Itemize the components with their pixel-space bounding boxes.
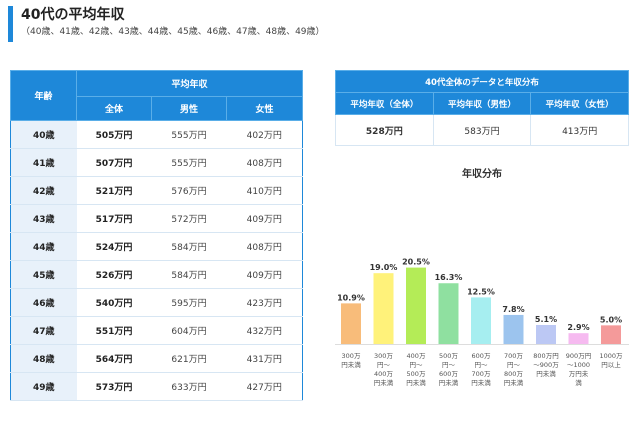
female-cell: 402万円 xyxy=(226,120,303,149)
data-label: 20.5% xyxy=(402,258,430,267)
chart-title: 年収分布 xyxy=(462,169,502,180)
table-row: 49歳 573万円 633万円 427万円 xyxy=(10,372,303,401)
bar xyxy=(601,325,621,344)
category-label: 800万円～900万円未満 xyxy=(533,352,559,378)
category-label: 300万円未満 xyxy=(341,352,361,369)
data-label: 16.3% xyxy=(435,273,463,282)
bar xyxy=(438,283,459,344)
category-label: 700万円～ 800万円未満 xyxy=(504,352,524,387)
category-label: 1000万円以上 xyxy=(599,352,623,369)
data-label: 12.5% xyxy=(467,287,495,296)
age-cell: 46歳 xyxy=(10,288,77,317)
data-label: 19.0% xyxy=(370,263,398,272)
age-cell: 40歳 xyxy=(10,120,77,149)
summary-title: 40代全体のデータと年収分布 xyxy=(335,70,629,93)
all-cell: 564万円 xyxy=(76,344,152,373)
table-row: 42歳 521万円 576万円 410万円 xyxy=(10,176,303,205)
bar xyxy=(536,324,556,344)
data-label: 2.9% xyxy=(567,323,589,332)
all-cell: 521万円 xyxy=(76,176,152,205)
data-label: 10.9% xyxy=(337,293,365,302)
col-all-header: 全体 xyxy=(76,96,152,121)
summary-male-value: 583万円 xyxy=(432,114,532,146)
bar xyxy=(503,314,524,344)
bar xyxy=(341,303,361,344)
age-cell: 42歳 xyxy=(10,176,77,205)
female-cell: 408万円 xyxy=(226,232,303,261)
col-male-header: 男性 xyxy=(151,96,227,121)
data-label: 5.0% xyxy=(600,315,622,324)
table-row: 43歳 517万円 572万円 409万円 xyxy=(10,204,303,233)
male-cell: 584万円 xyxy=(151,260,227,289)
male-cell: 633万円 xyxy=(151,372,227,401)
all-cell: 551万円 xyxy=(76,316,152,345)
table-row: 47歳 551万円 604万円 432万円 xyxy=(10,316,303,345)
male-cell: 555万円 xyxy=(151,120,227,149)
category-label: 900万円～1000 万円未満 xyxy=(566,352,591,387)
avg-salary-header: 平均年収 xyxy=(75,70,304,97)
summary-female-value: 413万円 xyxy=(530,114,629,146)
all-cell: 517万円 xyxy=(76,204,152,233)
all-cell: 505万円 xyxy=(76,120,152,149)
male-cell: 595万円 xyxy=(151,288,227,317)
all-cell: 507万円 xyxy=(76,148,152,177)
income-distribution-chart: 10.9% 300万円未満 19.0% 300万円～ 400万円未満 20.5% 400万円… xyxy=(335,258,629,387)
bar xyxy=(406,267,426,344)
summary-all-value: 528万円 xyxy=(335,114,434,146)
all-cell: 573万円 xyxy=(76,372,152,401)
age-cell: 47歳 xyxy=(10,316,77,345)
female-cell: 409万円 xyxy=(226,204,303,233)
summary-male-header: 平均年収（男性） xyxy=(432,92,532,115)
category-label: 400万円～ 500万円未満 xyxy=(406,352,426,387)
category-label: 600万円～ 700万円未満 xyxy=(471,352,491,387)
age-cell: 45歳 xyxy=(10,260,77,289)
bar xyxy=(471,297,491,344)
col-female-header: 女性 xyxy=(225,96,304,121)
age-cell: 43歳 xyxy=(10,204,77,233)
female-cell: 431万円 xyxy=(226,344,303,373)
category-label: 300万円～ 400万円未満 xyxy=(374,352,394,387)
table-row: 40歳 505万円 555万円 402万円 xyxy=(10,120,303,149)
age-cell: 49歳 xyxy=(10,372,77,401)
age-cell: 41歳 xyxy=(10,148,77,177)
summary-all-header: 平均年収（全体） xyxy=(335,92,434,115)
all-cell: 540万円 xyxy=(76,288,152,317)
summary-female-header: 平均年収（女性） xyxy=(530,92,629,115)
table-row: 46歳 540万円 595万円 423万円 xyxy=(10,288,303,317)
female-cell: 432万円 xyxy=(226,316,303,345)
female-cell: 423万円 xyxy=(226,288,303,317)
category-label: 500万円～ 600万円未満 xyxy=(439,352,459,387)
bar xyxy=(568,333,589,344)
summary-table: 40代全体のデータと年収分布 平均年収（全体） 平均年収（男性） 平均年収（女性… xyxy=(335,70,629,146)
female-cell: 409万円 xyxy=(226,260,303,289)
table-row: 48歳 564万円 621万円 431万円 xyxy=(10,344,303,373)
data-label: 7.8% xyxy=(502,305,524,314)
bar xyxy=(373,273,394,344)
male-cell: 584万円 xyxy=(151,232,227,261)
female-cell: 410万円 xyxy=(226,176,303,205)
age-salary-table: 年齢 平均年収 全体 男性 女性 40歳 505万円 555万円 402万円 41歳 50… xyxy=(10,70,304,401)
data-label: 5.1% xyxy=(535,315,557,324)
page-title: 40代の平均年収 xyxy=(21,7,125,23)
age-header: 年齢 xyxy=(10,70,77,121)
age-cell: 44歳 xyxy=(10,232,77,261)
page-header: 40代の平均年収 （40歳、41歳、42歳、43歳、44歳、45歳、46歳、47… xyxy=(8,6,630,42)
male-cell: 604万円 xyxy=(151,316,227,345)
female-cell: 408万円 xyxy=(226,148,303,177)
page-subtitle: （40歳、41歳、42歳、43歳、44歳、45歳、46歳、47歳、48歳、49歳… xyxy=(21,27,325,37)
table-row: 45歳 526万円 584万円 409万円 xyxy=(10,260,303,289)
male-cell: 555万円 xyxy=(151,148,227,177)
all-cell: 526万円 xyxy=(76,260,152,289)
male-cell: 621万円 xyxy=(151,344,227,373)
male-cell: 572万円 xyxy=(151,204,227,233)
age-cell: 48歳 xyxy=(10,344,77,373)
male-cell: 576万円 xyxy=(151,176,227,205)
table-row: 44歳 524万円 584万円 408万円 xyxy=(10,232,303,261)
all-cell: 524万円 xyxy=(76,232,152,261)
table-row: 41歳 507万円 555万円 408万円 xyxy=(10,148,303,177)
female-cell: 427万円 xyxy=(226,372,303,401)
